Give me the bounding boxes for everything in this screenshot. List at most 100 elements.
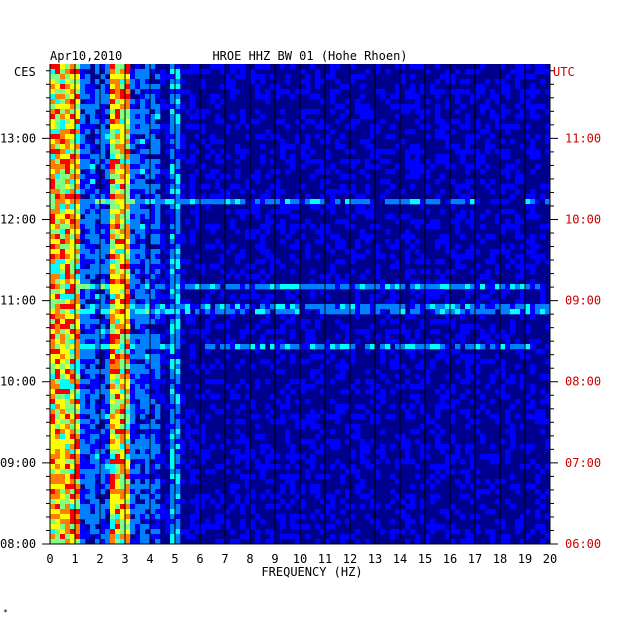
heatmap-cell <box>360 449 366 455</box>
heatmap-cell <box>95 474 101 480</box>
heatmap-cell <box>130 289 136 295</box>
right-time-label: 11:00 <box>565 131 601 145</box>
heatmap-cell <box>495 489 501 495</box>
heatmap-cell <box>440 189 446 195</box>
heatmap-cell <box>155 294 161 300</box>
heatmap-cell <box>420 289 426 295</box>
heatmap-cell <box>320 304 326 310</box>
x-tick-label: 20 <box>543 552 557 566</box>
heatmap-cell <box>255 179 261 185</box>
heatmap-cell <box>385 329 391 335</box>
heatmap-cell <box>450 349 456 355</box>
heatmap-cell <box>80 314 86 320</box>
heatmap-cell <box>200 454 206 460</box>
heatmap-cell <box>145 169 151 175</box>
heatmap-cell <box>50 164 56 170</box>
heatmap-cell <box>150 479 156 485</box>
heatmap-cell <box>115 404 121 410</box>
heatmap-cell <box>500 89 506 95</box>
heatmap-cell <box>65 324 71 330</box>
heatmap-cell <box>125 99 131 105</box>
heatmap-cell <box>50 204 56 210</box>
heatmap-cell <box>80 379 86 385</box>
heatmap-cell <box>155 354 161 360</box>
heatmap-cell <box>480 274 486 280</box>
heatmap-cell <box>480 344 486 350</box>
heatmap-cell <box>210 149 216 155</box>
heatmap-cell <box>120 434 126 440</box>
heatmap-cell <box>60 519 66 525</box>
heatmap-cell <box>270 209 276 215</box>
heatmap-cell <box>260 159 266 165</box>
heatmap-cell <box>105 229 111 235</box>
heatmap-cell <box>80 294 86 300</box>
heatmap-cell <box>520 424 526 430</box>
heatmap-cell <box>240 404 246 410</box>
heatmap-cell <box>470 189 476 195</box>
heatmap-cell <box>460 159 466 165</box>
heatmap-cell <box>60 164 66 170</box>
heatmap-cell <box>220 244 226 250</box>
heatmap-cell <box>130 304 136 310</box>
heatmap-cell <box>60 64 66 70</box>
heatmap-cell <box>475 264 481 270</box>
heatmap-cell <box>375 519 381 525</box>
heatmap-cell <box>395 459 401 465</box>
heatmap-cell <box>110 474 116 480</box>
heatmap-cell <box>130 504 136 510</box>
heatmap-cell <box>540 469 546 475</box>
heatmap-cell <box>85 494 91 500</box>
heatmap-cell <box>175 509 181 515</box>
heatmap-cell <box>110 219 116 225</box>
heatmap-cell <box>155 264 161 270</box>
heatmap-cell <box>160 284 166 290</box>
heatmap-cell <box>470 149 476 155</box>
heatmap-cell <box>350 249 356 255</box>
heatmap-cell <box>75 469 81 475</box>
heatmap-cell <box>520 289 526 295</box>
heatmap-cell <box>75 524 81 530</box>
heatmap-cell <box>50 379 56 385</box>
heatmap-cell <box>505 499 511 505</box>
heatmap-cell <box>160 479 166 485</box>
heatmap-cell <box>145 434 151 440</box>
heatmap-cell <box>75 504 81 510</box>
heatmap-cell <box>55 249 61 255</box>
heatmap-cell <box>75 239 81 245</box>
heatmap-cell <box>105 459 111 465</box>
heatmap-cell <box>75 119 81 125</box>
heatmap-cell <box>135 179 141 185</box>
heatmap-cell <box>360 504 366 510</box>
heatmap-cell <box>140 454 146 460</box>
heatmap-cell <box>50 134 56 140</box>
heatmap-cell <box>95 269 101 275</box>
heatmap-cell <box>215 114 221 120</box>
heatmap-cell <box>145 64 151 70</box>
heatmap-cell <box>505 199 511 205</box>
heatmap-cell <box>130 299 136 305</box>
heatmap-cell <box>125 484 131 490</box>
heatmap-cell <box>540 414 546 420</box>
heatmap-cell <box>170 69 176 75</box>
heatmap-cell <box>60 134 66 140</box>
heatmap-cell <box>115 159 121 165</box>
heatmap-cell <box>345 504 351 510</box>
heatmap-cell <box>240 534 246 540</box>
heatmap-cell <box>545 124 551 130</box>
heatmap-cell <box>80 444 86 450</box>
heatmap-cell <box>50 434 56 440</box>
heatmap-cell <box>485 184 491 190</box>
heatmap-cell <box>345 344 351 350</box>
heatmap-cell <box>530 149 536 155</box>
heatmap-cell <box>50 139 56 145</box>
heatmap-cell <box>65 179 71 185</box>
heatmap-cell <box>415 94 421 100</box>
heatmap-cell <box>340 84 346 90</box>
heatmap-cell <box>140 104 146 110</box>
heatmap-cell <box>105 129 111 135</box>
heatmap-cell <box>440 259 446 265</box>
heatmap-cell <box>100 284 106 290</box>
heatmap-cell <box>425 534 431 540</box>
heatmap-cell <box>55 284 61 290</box>
heatmap-cell <box>510 139 516 145</box>
